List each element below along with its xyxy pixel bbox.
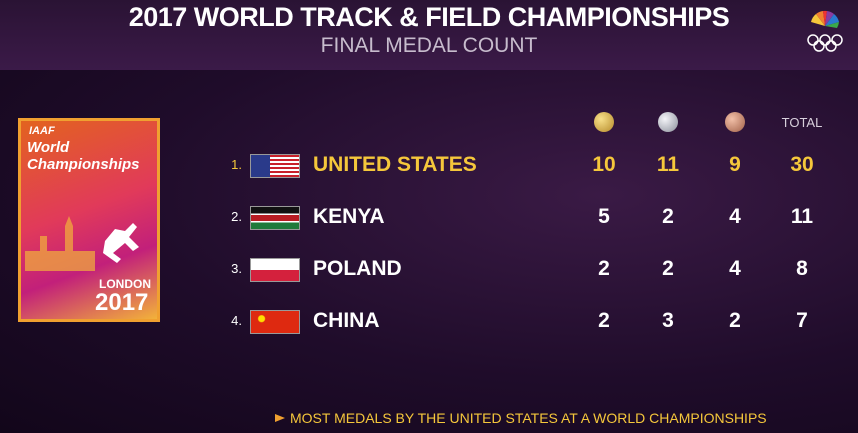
flag [250,310,300,334]
logo-name: World Championships [27,139,140,173]
rank: 1. [231,157,242,172]
table-row: 4. CHINA 2 3 2 7 [0,307,858,337]
country: KENYA [313,205,385,228]
logo-city: LONDON [99,277,151,291]
country: CHINA [313,309,380,332]
flag [250,206,300,230]
flag [250,258,300,282]
country: POLAND [313,257,402,280]
gold-count: 10 [592,153,616,176]
total-count: 11 [790,205,814,228]
title-band [0,0,858,70]
silver-count: 2 [662,205,674,228]
bronze-medal-icon [725,112,745,132]
logo-art [25,216,139,271]
silver-medal-icon [658,112,678,132]
rank: 2. [231,209,242,224]
bronze-count: 4 [729,257,741,280]
flag [250,154,300,178]
subtitle: FINAL MEDAL COUNT [320,34,538,57]
country: UNITED STATES [313,153,477,176]
silver-count: 3 [662,309,674,332]
total-count: 8 [796,257,808,280]
silver-count: 2 [662,257,674,280]
gold-count: 2 [598,309,610,332]
logo-org: IAAF [29,125,55,137]
event-logo: IAAF World Championships LONDON 2017 [18,118,160,322]
bronze-count: 9 [729,153,741,176]
logo-year: 2017 [95,289,149,316]
bronze-count: 2 [729,309,741,332]
footer-arrow [275,414,285,422]
rank: 4. [231,313,242,328]
total-count: 7 [796,309,808,332]
bronze-count: 4 [729,205,741,228]
gold-count: 5 [598,205,610,228]
footer-note: MOST MEDALS BY THE UNITED STATES AT A WO… [290,410,767,426]
table-row: 3. POLAND 2 2 4 8 [0,255,858,285]
network-logo [807,10,843,52]
table-row: 1. UNITED STATES 10 11 9 30 [0,151,858,181]
gold-medal-icon [594,112,614,132]
total-count: 30 [790,153,814,176]
total-header: TOTAL [781,115,823,130]
gold-count: 2 [598,257,610,280]
table-row: 2. KENYA 5 2 4 11 [0,203,858,233]
silver-count: 11 [656,153,680,176]
title: 2017 WORLD TRACK & FIELD CHAMPIONSHIPS [128,2,730,32]
rank: 3. [231,261,242,276]
